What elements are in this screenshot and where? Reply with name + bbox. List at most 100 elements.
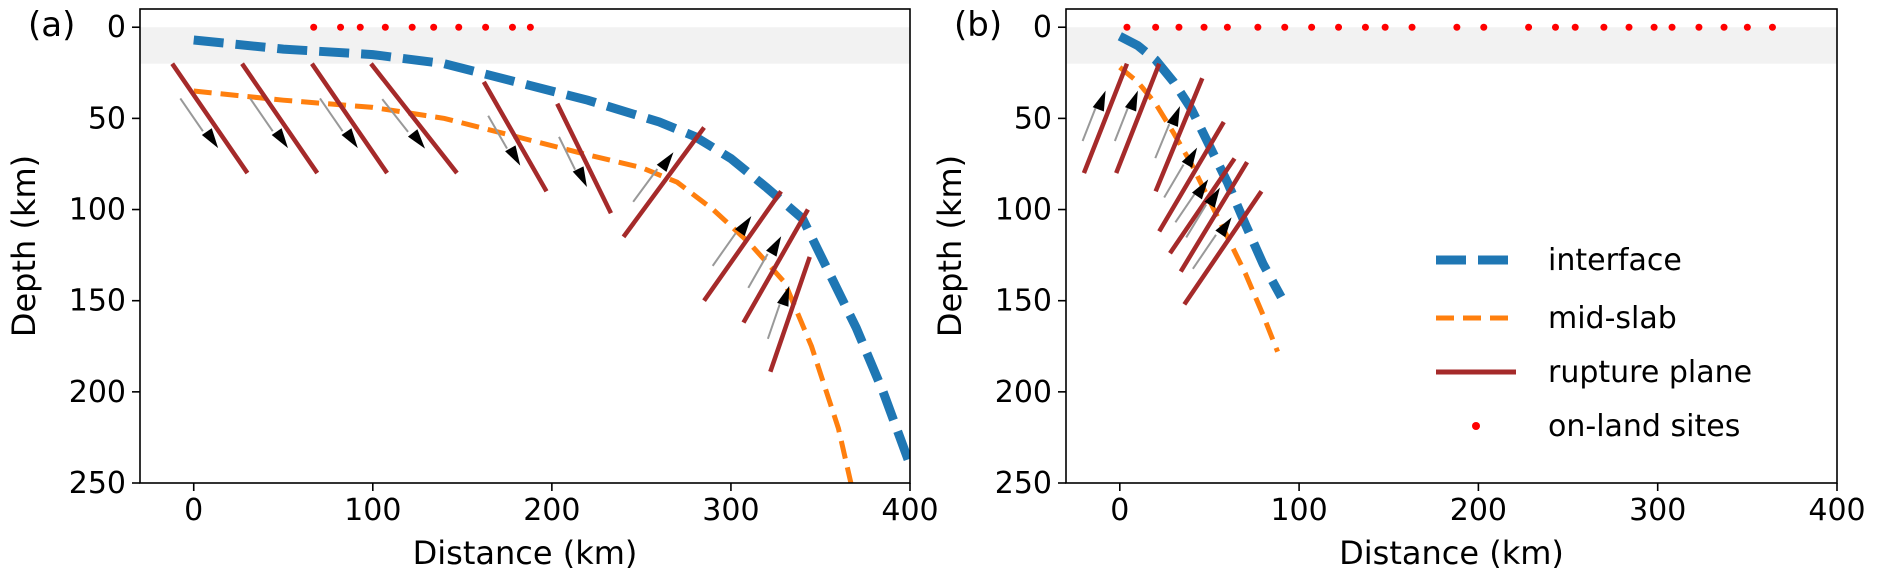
x-axis-label: Distance (km) (413, 534, 638, 572)
y-axis-label: Depth (km) (5, 155, 43, 337)
on-land-site-point (1381, 23, 1389, 31)
x-tick-label: 0 (184, 493, 203, 528)
y-tick-label: 250 (995, 466, 1052, 501)
x-tick-label: 100 (1270, 493, 1327, 528)
slip-vector (632, 168, 659, 203)
on-land-site-point (1768, 23, 1776, 31)
rupture-plane-segment (481, 80, 549, 193)
slip-vector (747, 253, 769, 289)
slip-arrow (572, 166, 587, 187)
slip-vector (1192, 234, 1217, 270)
slip-vector (1154, 123, 1171, 159)
on-land-site-point (1668, 23, 1676, 31)
slip-vector (487, 115, 508, 150)
on-land-site-point (1453, 23, 1461, 31)
on-land-site-point (1720, 23, 1728, 31)
slip-arrow (505, 145, 521, 166)
rupture-plane-segment (1081, 62, 1130, 174)
slip-arrow (1124, 90, 1138, 112)
legend-item-interface: interface (1436, 243, 1682, 278)
y-tick-label: 100 (995, 193, 1052, 228)
legend-label: on-land sites (1548, 409, 1740, 444)
on-land-site-point (430, 23, 438, 31)
y-tick-label: 200 (69, 375, 126, 410)
plot-area (140, 23, 910, 483)
rupture-plane-segment (170, 62, 250, 175)
slip-arrow (201, 128, 219, 149)
on-land-site-point (1600, 23, 1608, 31)
slip-vector (1185, 204, 1207, 238)
slip-vector (1113, 107, 1129, 142)
x-tick-label: 200 (523, 493, 580, 528)
on-land-site-point (337, 23, 345, 31)
legend-label: mid-slab (1548, 301, 1677, 336)
slip-vector (319, 97, 344, 132)
slip-vector (179, 97, 204, 132)
legend-item-rupture-plane: rupture plane (1436, 355, 1752, 390)
on-land-site-point (408, 23, 416, 31)
panel-label: (a) (28, 5, 75, 45)
slip-arrow (1191, 179, 1209, 200)
legend-label: interface (1548, 243, 1682, 278)
on-land-site-point (1175, 23, 1183, 31)
on-land-site-point (356, 23, 364, 31)
y-tick-label: 50 (1014, 101, 1052, 136)
slip-arrow (734, 216, 752, 236)
legend: interface mid-slab rupture plane on-land si… (1436, 243, 1752, 444)
legend-item-on-land-sites: on-land sites (1472, 409, 1740, 444)
y-tick-label: 0 (107, 10, 126, 45)
on-land-site-point (1254, 23, 1262, 31)
rupture-plane-segment (768, 256, 812, 373)
on-land-site-point (1625, 23, 1633, 31)
on-land-site-point (1695, 23, 1703, 31)
y-axis-label: Depth (km) (931, 155, 969, 337)
on-land-site-point (1525, 23, 1533, 31)
axes-frame (1065, 8, 1838, 484)
x-tick-label: 400 (881, 493, 938, 528)
x-tick-label: 400 (1808, 493, 1865, 528)
on-land-site-point (455, 23, 463, 31)
on-land-site-point (1281, 23, 1289, 31)
on-land-site-point (310, 23, 318, 31)
rupture-plane-segment (240, 62, 320, 175)
slip-arrow (341, 128, 358, 149)
slip-arrow (777, 285, 790, 307)
on-land-site-point (482, 23, 490, 31)
slip-vector (1174, 193, 1196, 223)
slip-arrow (1204, 187, 1220, 208)
rupture-plane-segment (1157, 120, 1226, 233)
on-land-site-point (1152, 23, 1160, 31)
interface-line (1117, 32, 1286, 300)
y-tick-label: 100 (69, 193, 126, 228)
panel-a: 0 100 200 300 400 0 50 100 150 200 250 Distance (km… (5, 5, 939, 572)
shallow-band (1066, 27, 1837, 64)
panel-b: 0 100 200 300 400 0 50 100 150 200 250 Distance (km… (931, 5, 1866, 572)
y-tick-label: 0 (1033, 10, 1052, 45)
on-land-site-point (1743, 23, 1751, 31)
on-land-site-point (1551, 23, 1559, 31)
rupture-plane-segment (310, 62, 389, 175)
on-land-site-point (1650, 23, 1658, 31)
slip-vector (1081, 107, 1097, 142)
on-land-site-point (1223, 23, 1231, 31)
x-tick-label: 300 (1629, 493, 1686, 528)
rupture-plane-segment (741, 208, 810, 324)
slip-vector (766, 304, 781, 340)
y-tick-label: 50 (88, 101, 126, 136)
slip-vector (711, 232, 737, 267)
rupture-plane-segment (1168, 157, 1237, 255)
slip-arrow (656, 152, 674, 172)
on-land-site-point (508, 23, 516, 31)
slip-vector (249, 97, 274, 132)
on-land-site-point (1571, 23, 1579, 31)
on-land-site-point (1361, 23, 1369, 31)
rupture-plane-segment (1182, 190, 1264, 306)
y-tick-label: 200 (995, 375, 1052, 410)
x-tick-label: 300 (702, 493, 759, 528)
slip-arrow (1181, 147, 1198, 168)
on-land-site-point (526, 23, 534, 31)
x-tick-label: 200 (1450, 493, 1507, 528)
slip-vector (381, 98, 409, 133)
axes-frame (139, 8, 911, 484)
